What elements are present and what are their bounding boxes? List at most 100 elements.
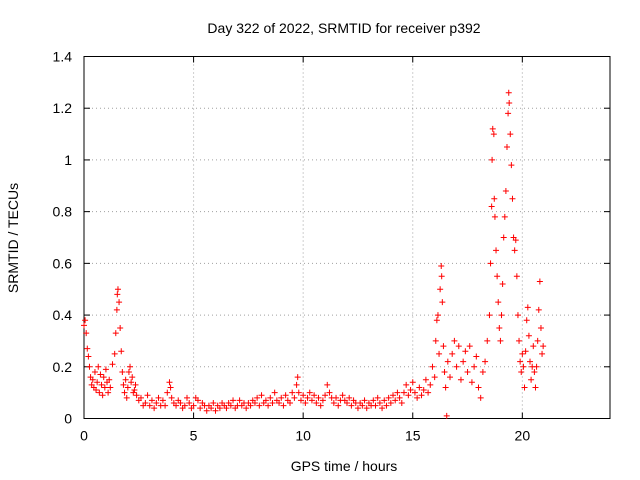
data-point [440,343,447,350]
data-point [489,125,496,132]
data-point [490,131,497,138]
data-point [313,399,320,406]
data-point [363,405,370,412]
data-point [486,312,493,319]
data-point [524,304,531,311]
data-point [243,405,250,412]
data-point [505,89,512,96]
data-point [511,247,518,254]
data-point [295,389,302,396]
data-point [385,394,392,401]
data-point [488,203,495,210]
y-tick-label: 0.8 [53,204,73,220]
data-point [112,330,119,337]
data-point [493,247,500,254]
data-point [443,412,450,419]
data-point [539,350,546,357]
data-point [532,384,539,391]
data-point [311,392,318,399]
x-tick-label: 10 [295,428,311,444]
data-point [494,273,501,280]
data-point [166,379,173,386]
data-point [489,156,496,163]
data-point [319,397,326,404]
data-point [523,317,530,324]
data-point [396,394,403,401]
plot-frame [83,56,611,419]
data-point [376,399,383,406]
data-point [530,343,537,350]
data-point [251,399,258,406]
data-point [436,350,443,357]
data-point [500,234,507,241]
data-point [247,402,254,409]
data-point [105,389,112,396]
data-point [464,368,471,375]
data-point [197,405,204,412]
data-point [109,361,116,368]
data-point [533,363,540,370]
data-point [518,368,525,375]
data-point [416,384,423,391]
data-point [335,402,342,409]
data-point [437,286,444,293]
data-point [85,353,92,360]
data-point [392,397,399,404]
data-point [133,392,140,399]
data-point [223,405,230,412]
data-point [507,131,514,138]
data-point [409,379,416,386]
data-point [117,325,124,331]
data-point [308,397,315,404]
data-point [304,394,311,401]
data-point [477,394,484,401]
data-point [414,394,421,401]
data-point [527,358,534,365]
tick-layer: 0 5 10 15 20 0 0.2 0.4 0.6 0.8 1 1.2 1.4 [53,49,610,444]
data-point [190,402,197,409]
data-point [144,392,151,399]
data-point [89,376,96,383]
data-point [324,381,331,388]
data-point [482,358,489,365]
data-point [394,389,401,396]
data-point [322,392,329,399]
data-point [522,348,529,355]
data-point [403,381,410,388]
data-point [466,343,473,350]
x-axis-label: GPS time / hours [291,458,398,474]
data-point [528,376,535,383]
data-point [256,402,263,409]
x-tick-label: 5 [190,428,198,444]
data-point [282,392,289,399]
data-point [425,389,432,396]
data-point [83,330,90,337]
data-point [125,368,132,375]
data-point [111,350,118,357]
data-point [496,325,503,331]
data-point [411,389,418,396]
data-point [505,110,512,117]
data-point [278,394,285,401]
data-point [379,405,386,412]
data-point [119,368,126,375]
data-point [181,402,188,409]
data-point [194,397,201,404]
data-point [127,363,134,370]
data-point [81,322,87,329]
data-point [203,407,210,414]
data-point [372,402,379,409]
data-point [407,387,414,394]
data-point [164,389,171,396]
data-point [114,291,121,298]
data-point [184,394,191,401]
data-point [429,363,436,370]
data-point [114,286,121,293]
data-point [137,394,144,401]
data-point [265,402,272,409]
data-point [438,273,445,280]
data-point [300,392,307,399]
data-point [462,348,469,355]
chart-title: Day 322 of 2022, SRMTID for receiver p39… [207,20,480,36]
